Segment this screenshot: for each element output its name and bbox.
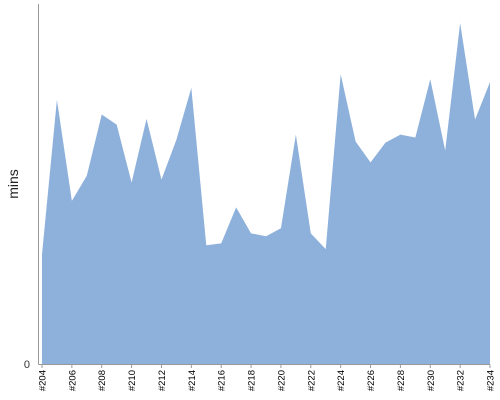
x-tick-label: #214 [187, 370, 198, 391]
data-point [294, 133, 298, 137]
data-point [398, 133, 402, 137]
data-point [159, 178, 163, 182]
x-tick-label: #208 [97, 370, 108, 391]
data-point [234, 205, 238, 209]
x-tick-label: #224 [336, 370, 347, 391]
x-tick-label: #226 [366, 370, 377, 391]
x-tick-label: #218 [247, 370, 258, 391]
data-point [354, 140, 358, 144]
data-point [488, 80, 492, 84]
data-point [85, 174, 89, 178]
data-point [369, 160, 373, 164]
data-point [145, 117, 149, 121]
data-point [458, 21, 462, 25]
x-tick-label: #216 [217, 370, 228, 391]
data-point [383, 141, 387, 145]
plot-area [40, 21, 492, 365]
data-point [189, 86, 193, 90]
data-point [174, 138, 178, 142]
data-point [219, 241, 223, 245]
x-axis-ticks: #204 #206 #208 #210 #212 #214 #216 #218 #220 #222… [38, 364, 497, 391]
x-tick-label: #234 [486, 370, 497, 391]
data-point [309, 231, 313, 235]
x-tick-label: #204 [38, 370, 49, 391]
x-tick-label: #212 [157, 370, 168, 391]
x-tick-label: #220 [276, 370, 287, 391]
data-point [204, 243, 208, 247]
data-point [40, 252, 44, 256]
x-tick-label: #210 [127, 370, 138, 391]
data-point [264, 234, 268, 238]
data-point [115, 123, 119, 127]
data-point [55, 98, 59, 102]
data-point [324, 247, 328, 251]
data-point [443, 149, 447, 153]
x-tick-label: #222 [306, 370, 317, 391]
data-point [279, 226, 283, 230]
y-axis-title: mins [5, 169, 21, 199]
y-axis-ticks: 0 [24, 359, 30, 371]
data-point [249, 231, 253, 235]
x-tick-label: #232 [456, 370, 467, 391]
x-tick-label: #230 [426, 370, 437, 391]
data-point [339, 72, 343, 76]
area-series [42, 23, 490, 365]
x-tick-label: #206 [67, 370, 78, 391]
data-point [473, 118, 477, 122]
data-point [413, 136, 417, 140]
data-point [100, 113, 104, 117]
y-tick-label: 0 [24, 359, 30, 371]
data-point [130, 181, 134, 185]
data-point [428, 77, 432, 81]
data-point [70, 199, 74, 203]
x-tick-label: #228 [396, 370, 407, 391]
